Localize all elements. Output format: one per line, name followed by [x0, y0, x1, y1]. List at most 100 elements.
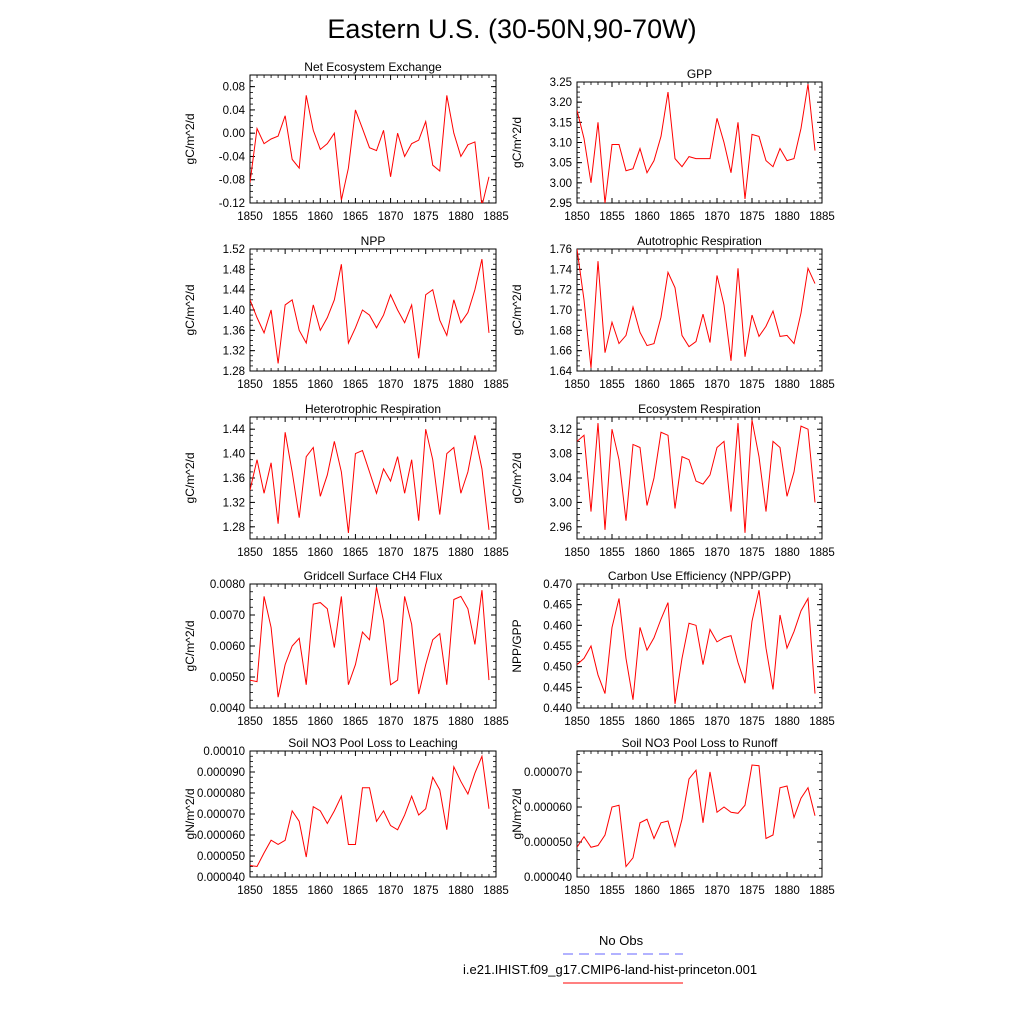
x-tick-label: 1865	[669, 716, 695, 728]
x-tick-label: 1855	[272, 716, 298, 728]
y-tick-label: 0.000080	[197, 788, 245, 800]
y-axis-label: NPP/GPP	[510, 619, 524, 672]
chart-panel-5: Heterotrophic Respiration gC/m^2/d 1.28 1.3…	[183, 402, 509, 559]
series-line	[577, 249, 816, 369]
chart-title: Ecosystem Respiration	[638, 402, 761, 416]
chart-panel-10: Soil NO3 Pool Loss to RunoffgN/m^2/d0.00…	[510, 736, 835, 897]
x-tick-label: 1865	[669, 885, 695, 897]
chart-title: Heterotrophic Respiration	[305, 402, 441, 416]
y-axis-label: gC/m^2/d	[183, 114, 197, 165]
x-tick-label: 1880	[774, 211, 800, 223]
x-tick-label: 1860	[634, 211, 660, 223]
x-tick-label: 1865	[343, 379, 369, 391]
y-tick-label: 1.64	[550, 366, 573, 378]
x-tick-label: 1865	[669, 211, 695, 223]
x-tick-label: 1880	[448, 379, 474, 391]
y-tick-label: -0.12	[219, 198, 245, 210]
y-tick-label: 0.000060	[524, 802, 572, 814]
y-tick-label: 0.000090	[197, 767, 245, 779]
chart-panel-6: Ecosystem Respiration gC/m^2/d 2.96 3.00 3.0…	[510, 402, 835, 559]
x-tick-label: 1885	[809, 211, 835, 223]
y-tick-label: -0.04	[219, 151, 246, 163]
chart-panel-9: Soil NO3 Pool Loss to LeachinggN/m^2/d0.…	[183, 736, 509, 897]
x-tick-label: 1880	[774, 885, 800, 897]
x-tick-label: 1855	[599, 379, 625, 391]
x-tick-label: 1850	[564, 716, 590, 728]
x-tick-label: 1855	[599, 885, 625, 897]
plot-frame	[249, 74, 497, 204]
x-tick-label: 1855	[272, 379, 298, 391]
chart-panel-2: GPP gC/m^2/d 2.95 3.00 3.05 3.10 3.15 3.20 3.25 1…	[510, 67, 835, 223]
y-tick-label: 1.48	[223, 264, 245, 276]
y-axis-label: gC/m^2/d	[183, 285, 197, 336]
x-tick-label: 1860	[307, 547, 333, 559]
plot-frame	[249, 416, 497, 540]
y-tick-label: 0.470	[543, 579, 572, 591]
chart-panel-7: Gridcell Surface CH4 Flux gC/m^2/d 0.0040 0…	[183, 569, 509, 728]
x-tick-label: 1870	[704, 211, 730, 223]
x-tick-label: 1870	[704, 379, 730, 391]
x-tick-label: 1850	[237, 379, 263, 391]
x-tick-label: 1885	[483, 211, 509, 223]
x-tick-label: 1860	[307, 716, 333, 728]
x-tick-label: 1870	[704, 547, 730, 559]
plot-frame	[249, 248, 497, 372]
x-tick-label: 1880	[448, 716, 474, 728]
x-tick-label: 1860	[307, 885, 333, 897]
y-tick-label: 1.32	[223, 346, 245, 358]
x-tick-label: 1865	[343, 211, 369, 223]
x-tick-label: 1850	[237, 716, 263, 728]
y-tick-label: 3.08	[550, 449, 572, 461]
x-tick-label: 1880	[774, 547, 800, 559]
y-tick-label: 0.00	[223, 128, 245, 140]
chart-title: Soil NO3 Pool Loss to Runoff	[622, 736, 779, 750]
series-line	[250, 754, 490, 868]
x-tick-label: 1875	[739, 547, 765, 559]
plot-frame	[249, 750, 497, 878]
x-tick-label: 1885	[809, 885, 835, 897]
plot-frame	[576, 750, 823, 878]
series-line	[250, 259, 490, 364]
y-axis-label: gC/m^2/d	[510, 453, 524, 504]
chart-title: Net Ecosystem Exchange	[304, 60, 442, 74]
y-tick-label: 0.000060	[197, 830, 245, 842]
y-tick-label: 0.445	[543, 682, 572, 694]
chart-panel-3: NPP gC/m^2/d 1.28 1.32 1.36 1.40 1.44 1.48 1.52 1…	[183, 234, 509, 391]
y-tick-label: 0.000070	[524, 767, 572, 779]
y-tick-label: 3.20	[550, 97, 572, 109]
y-tick-label: 1.72	[550, 285, 572, 297]
chart-title: Carbon Use Efficiency (NPP/GPP)	[608, 569, 791, 583]
x-tick-label: 1870	[704, 885, 730, 897]
chart-panel-4: Autotrophic Respiration gC/m^2/d 1.64 1.66 1…	[510, 234, 835, 391]
plot-frame	[576, 248, 823, 372]
x-tick-label: 1850	[237, 547, 263, 559]
y-tick-label: 1.76	[550, 244, 572, 256]
y-tick-label: 1.28	[223, 366, 245, 378]
x-tick-label: 1865	[669, 547, 695, 559]
series-line	[577, 590, 816, 704]
y-tick-label: 1.44	[223, 424, 246, 436]
chart-title: GPP	[687, 67, 712, 81]
x-tick-label: 1880	[448, 547, 474, 559]
x-tick-label: 1870	[378, 211, 404, 223]
x-tick-label: 1865	[343, 716, 369, 728]
chart-title: Gridcell Surface CH4 Flux	[304, 569, 443, 583]
y-tick-label: 3.00	[550, 178, 572, 190]
x-tick-label: 1885	[483, 885, 509, 897]
x-tick-label: 1870	[378, 885, 404, 897]
y-tick-label: 1.66	[550, 346, 572, 358]
y-axis-label: gN/m^2/d	[183, 789, 197, 840]
x-tick-label: 1875	[413, 547, 439, 559]
x-tick-label: 1855	[272, 885, 298, 897]
y-tick-label: 2.95	[550, 198, 572, 210]
x-tick-label: 1875	[413, 885, 439, 897]
y-tick-label: 0.460	[543, 620, 572, 632]
y-tick-label: 1.40	[223, 449, 245, 461]
x-tick-label: 1860	[634, 547, 660, 559]
y-tick-label: 0.000070	[197, 809, 245, 821]
y-tick-label: 0.08	[223, 82, 245, 94]
x-tick-label: 1875	[739, 885, 765, 897]
x-tick-label: 1885	[483, 547, 509, 559]
x-tick-label: 1855	[599, 211, 625, 223]
